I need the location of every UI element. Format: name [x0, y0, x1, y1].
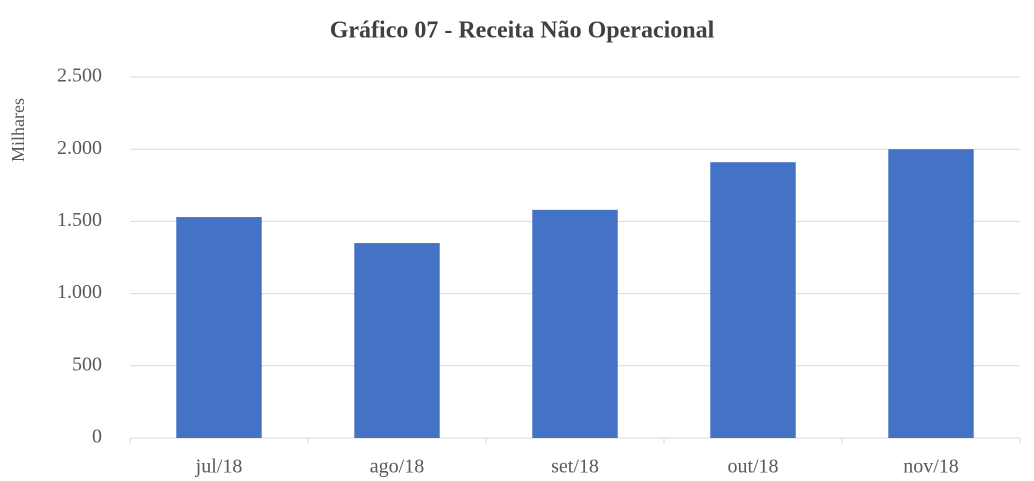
y-tick-label: 2.000	[57, 137, 102, 159]
bar	[888, 149, 974, 438]
x-tick-label: out/18	[727, 456, 778, 478]
y-tick-label: 1.500	[57, 209, 102, 231]
y-tick-label: 1.000	[57, 281, 102, 303]
bar	[176, 217, 262, 438]
y-tick-label: 0	[92, 426, 102, 448]
y-axis-label: Milhares	[8, 98, 28, 162]
y-tick-label: 500	[72, 353, 102, 375]
x-tick-label: set/18	[551, 456, 599, 478]
chart-title: Gráfico 07 - Receita Não Operacional	[330, 18, 715, 44]
bar	[532, 209, 618, 438]
bar	[354, 243, 440, 438]
x-tick-label: jul/18	[195, 456, 243, 478]
bar	[710, 162, 796, 439]
x-tick-label: nov/18	[903, 456, 959, 478]
x-tick-label: ago/18	[370, 456, 424, 478]
y-tick-label: 2.500	[57, 65, 102, 87]
